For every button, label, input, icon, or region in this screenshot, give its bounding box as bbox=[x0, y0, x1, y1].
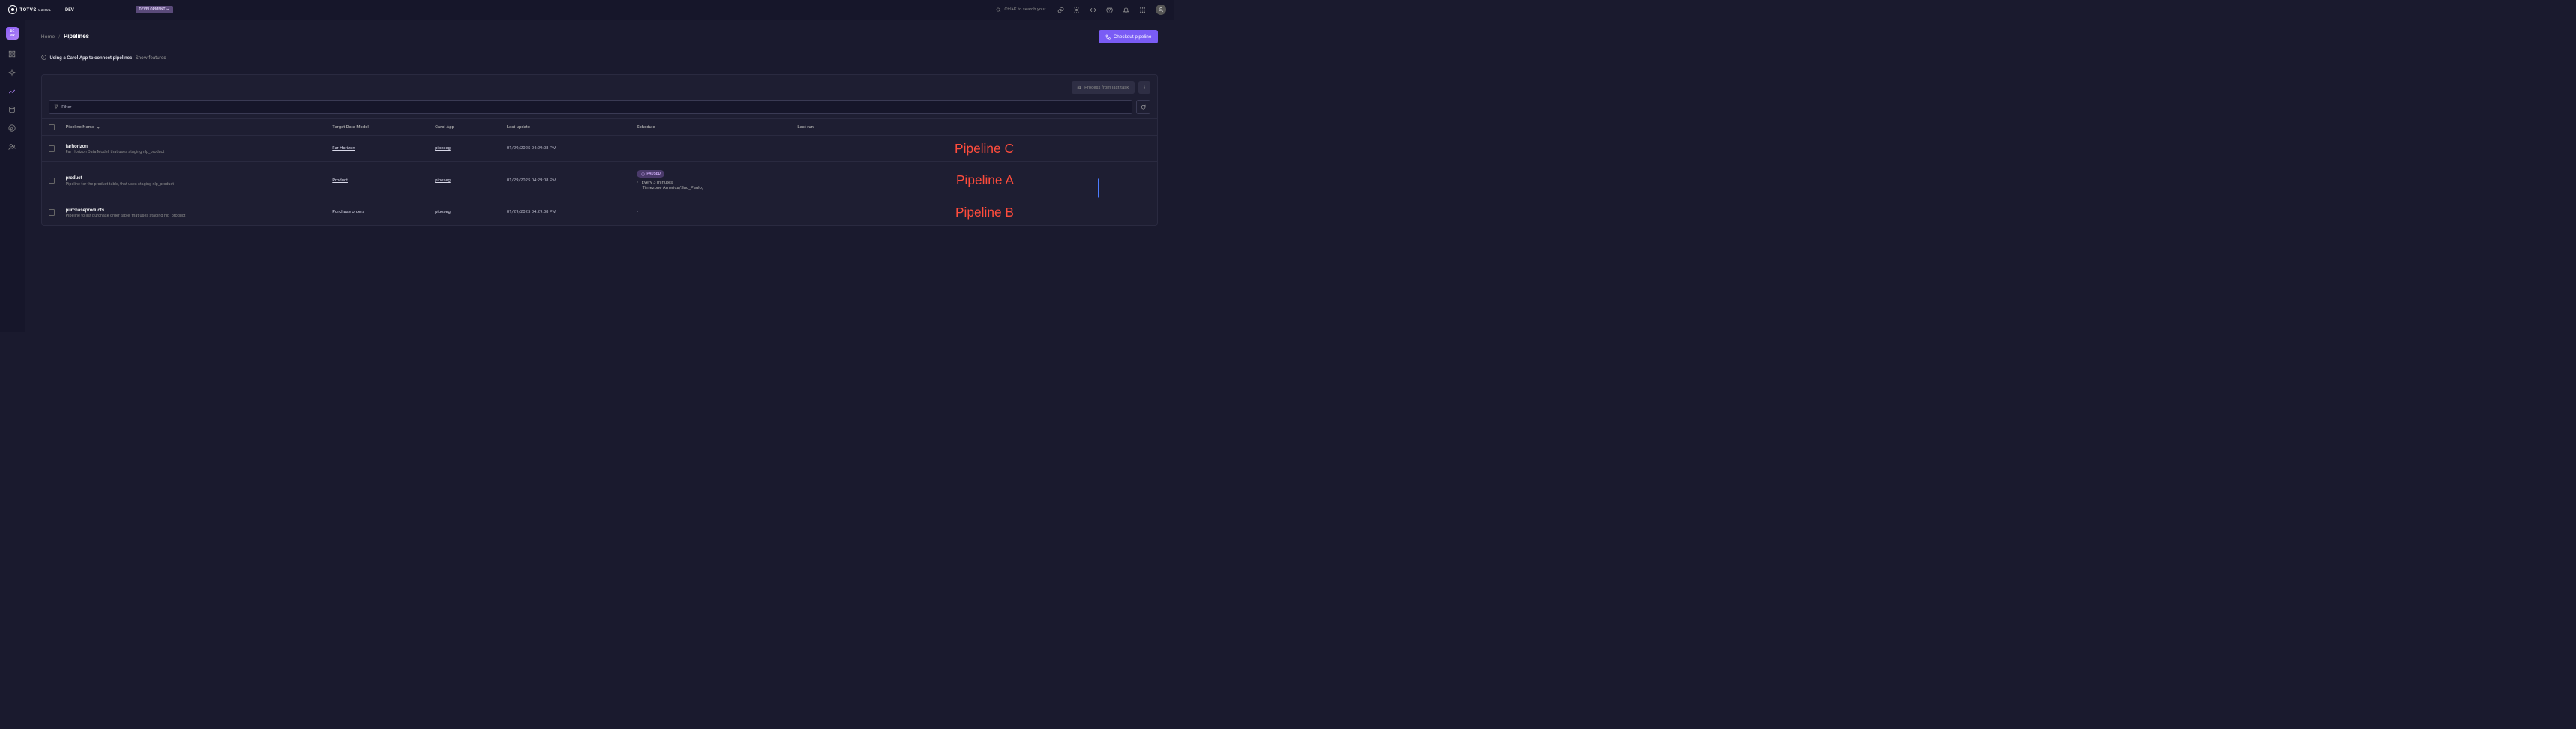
annotation-label: Pipeline C bbox=[955, 141, 1014, 157]
code-icon[interactable] bbox=[1090, 7, 1096, 14]
last-update: 01/29/2025 04:29:08 PM bbox=[507, 146, 637, 151]
schedule-cell: PAUSED •Every 3 minutes Timezone America… bbox=[637, 170, 797, 190]
col-header-schedule[interactable]: Schedule bbox=[637, 125, 797, 130]
annotation-label: Pipeline A bbox=[956, 172, 1014, 188]
pipeline-desc: Pipeline for the product table, that use… bbox=[66, 182, 174, 187]
info-banner: Using a Carol App to connect pipelines S… bbox=[41, 55, 1159, 61]
app-link[interactable]: pipeseg bbox=[435, 146, 451, 151]
logo[interactable]: TOTVS CAROL bbox=[8, 5, 52, 14]
topbar: TOTVS CAROL DEV DEVELOPMENT Ctrl+K to se… bbox=[0, 0, 1174, 20]
org-code-bottom: DEV bbox=[10, 34, 15, 37]
more-vertical-icon bbox=[1142, 85, 1147, 89]
filter-input[interactable]: Filter bbox=[49, 100, 1132, 114]
logo-subtext: CAROL bbox=[38, 9, 52, 13]
row-checkbox[interactable] bbox=[49, 146, 55, 152]
banner-text: Using a Carol App to connect pipelines bbox=[50, 55, 133, 61]
table-row[interactable]: purchaseproducts Pipeline to list purcha… bbox=[42, 199, 1158, 225]
annotation-label: Pipeline B bbox=[955, 205, 1014, 220]
panel-toolbar: Process from last task bbox=[42, 75, 1158, 100]
last-update: 01/29/2025 04:29:08 PM bbox=[507, 178, 637, 183]
search-trigger[interactable]: Ctrl+K to search your... bbox=[996, 8, 1048, 13]
env-badge[interactable]: DEVELOPMENT bbox=[136, 6, 173, 14]
pipeline-name: product bbox=[66, 175, 174, 181]
env-label: DEV bbox=[65, 7, 74, 13]
chevron-down-icon bbox=[166, 8, 169, 11]
col-header-update[interactable]: Last update bbox=[507, 125, 637, 130]
col-header-app[interactable]: Carol App bbox=[435, 125, 507, 130]
reload-icon bbox=[1141, 104, 1146, 110]
row-checkbox[interactable] bbox=[49, 178, 55, 184]
target-link[interactable]: Purchase orders bbox=[332, 210, 364, 214]
annotation-marker bbox=[1098, 178, 1099, 198]
env-badge-text: DEVELOPMENT bbox=[139, 8, 166, 12]
user-icon bbox=[1158, 7, 1164, 13]
app-link[interactable]: pipeseg bbox=[435, 178, 451, 183]
pipeline-desc: Far Horizon Data Model, that uses stagin… bbox=[66, 150, 165, 154]
main-content: Home / Pipelines Checkout pipeline Using… bbox=[25, 20, 1175, 332]
process-button-label: Process from last task bbox=[1084, 86, 1129, 90]
checkout-button[interactable]: Checkout pipeline bbox=[1099, 30, 1159, 44]
info-icon bbox=[41, 55, 46, 60]
org-switcher[interactable]: DE DEV bbox=[6, 27, 18, 39]
filter-row: Filter bbox=[42, 100, 1158, 119]
branch-icon bbox=[1105, 34, 1111, 40]
last-update: 01/29/2025 04:29:08 PM bbox=[507, 210, 637, 214]
paused-badge: PAUSED bbox=[637, 170, 664, 178]
help-icon[interactable] bbox=[1106, 7, 1113, 14]
banner-link[interactable]: Show features bbox=[136, 55, 166, 61]
logo-icon bbox=[8, 5, 17, 14]
gear-icon[interactable] bbox=[1073, 7, 1080, 14]
pipeline-desc: Pipeline to list purchase order table, t… bbox=[66, 214, 186, 218]
col-header-name[interactable]: Pipeline Name bbox=[66, 125, 333, 130]
explore-icon[interactable] bbox=[8, 124, 16, 132]
app-link[interactable]: pipeseg bbox=[435, 210, 451, 214]
apps-icon[interactable] bbox=[1139, 7, 1146, 14]
col-header-run[interactable]: Last run bbox=[797, 125, 1150, 130]
sort-down-icon bbox=[97, 126, 100, 130]
breadcrumb: Home / Pipelines bbox=[41, 33, 89, 40]
users-icon[interactable] bbox=[8, 143, 16, 151]
page-title: Pipelines bbox=[64, 33, 89, 40]
table-header: Pipeline Name Target Data Model Carol Ap… bbox=[42, 118, 1158, 135]
pipeline-name: farhorizon bbox=[66, 143, 165, 149]
bell-icon[interactable] bbox=[1123, 7, 1129, 14]
pipelines-panel: Process from last task Filter Pipeli bbox=[41, 74, 1159, 226]
schedule-cell: - bbox=[637, 210, 797, 214]
filter-placeholder: Filter bbox=[61, 105, 71, 110]
dashboard-icon[interactable] bbox=[8, 50, 16, 58]
process-button[interactable]: Process from last task bbox=[1072, 81, 1135, 93]
avatar[interactable] bbox=[1156, 4, 1167, 16]
left-rail: DE DEV bbox=[0, 20, 25, 332]
more-button[interactable] bbox=[1138, 81, 1150, 93]
breadcrumb-sep: / bbox=[58, 34, 61, 40]
logo-text: TOTVS bbox=[19, 7, 36, 13]
pipeline-name: purchaseproducts bbox=[66, 207, 186, 213]
spark-icon[interactable] bbox=[8, 69, 16, 76]
filter-icon bbox=[54, 104, 58, 109]
schedule-cell: - bbox=[637, 146, 797, 151]
table-row[interactable]: farhorizon Far Horizon Data Model, that … bbox=[42, 135, 1158, 161]
breadcrumb-home[interactable]: Home bbox=[41, 34, 55, 40]
col-header-target[interactable]: Target Data Model bbox=[332, 125, 435, 130]
database-icon[interactable] bbox=[8, 106, 16, 113]
search-hint-text: Ctrl+K to search your... bbox=[1004, 8, 1048, 12]
target-link[interactable]: Product bbox=[332, 178, 348, 183]
pause-icon bbox=[641, 172, 645, 176]
select-all-checkbox[interactable] bbox=[49, 124, 55, 130]
refresh-button[interactable] bbox=[1136, 100, 1150, 114]
target-link[interactable]: Far Horizon bbox=[332, 146, 355, 151]
link-icon[interactable] bbox=[1057, 7, 1064, 14]
refresh-icon bbox=[1077, 85, 1081, 89]
schedule-timezone: Timezone America/Sao_Paulo; bbox=[637, 186, 797, 190]
pipelines-icon[interactable] bbox=[8, 88, 16, 95]
table-row[interactable]: product Pipeline for the product table, … bbox=[42, 161, 1158, 199]
search-icon bbox=[996, 8, 1001, 13]
topbar-icons bbox=[1057, 4, 1167, 16]
breadcrumb-row: Home / Pipelines Checkout pipeline bbox=[41, 30, 1159, 44]
row-checkbox[interactable] bbox=[49, 209, 55, 215]
schedule-text: Every 3 minutes bbox=[642, 181, 673, 185]
checkout-button-label: Checkout pipeline bbox=[1114, 34, 1152, 40]
